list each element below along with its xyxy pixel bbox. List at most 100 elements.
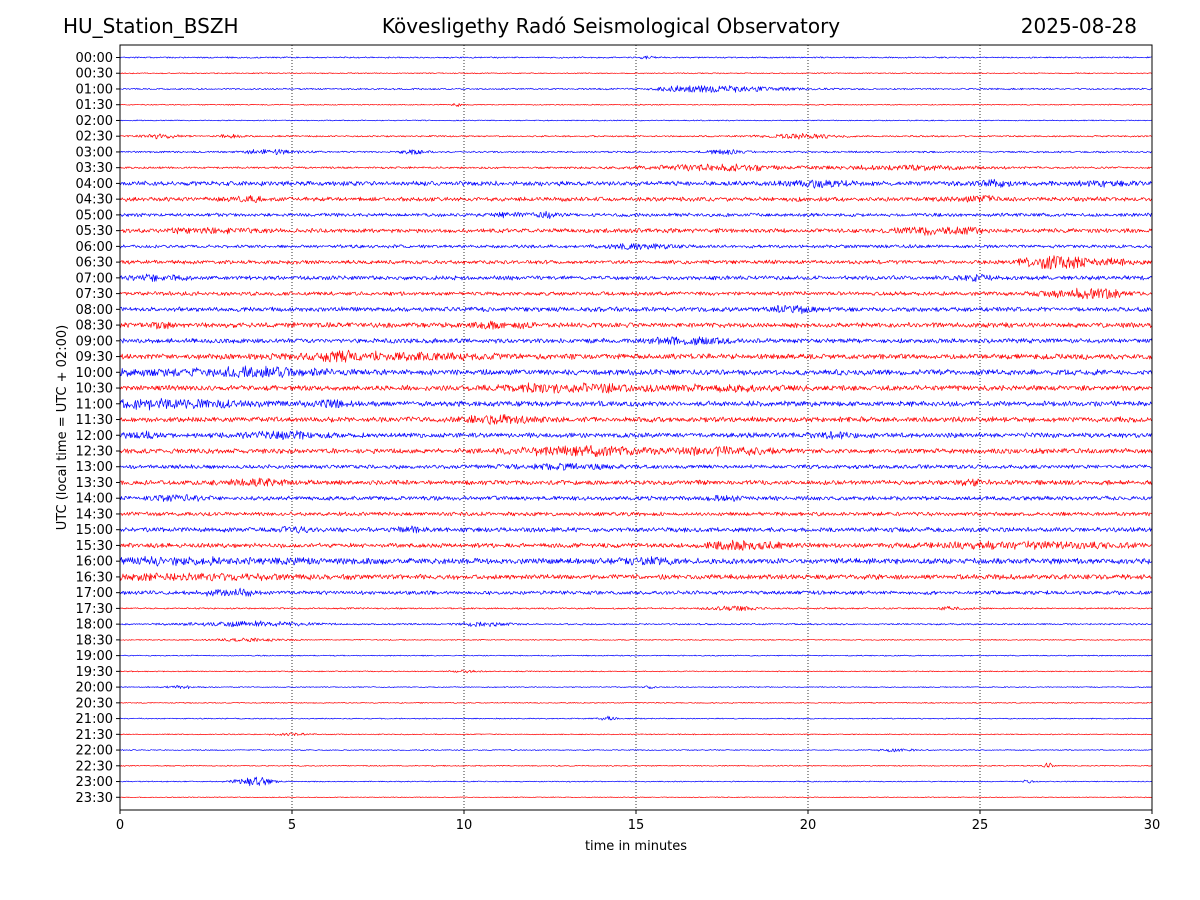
y-tick-label: 23:30: [76, 791, 113, 806]
observatory-title: Kövesligethy Radó Seismological Observat…: [381, 14, 841, 38]
y-tick-label: 02:00: [76, 114, 113, 129]
y-tick-label: 13:00: [76, 460, 113, 475]
y-tick-label: 04:30: [76, 193, 113, 208]
trace-2100: [119, 715, 1153, 721]
y-tick-label: 15:30: [76, 539, 113, 554]
y-tick-label: 04:00: [76, 177, 113, 192]
seismic-traces: [119, 55, 1153, 799]
y-tick-label: 09:30: [76, 350, 113, 365]
trace-1930: [119, 669, 1153, 674]
grid-lines: [291, 45, 981, 810]
x-axis-label: time in minutes: [585, 839, 687, 854]
y-tick-label: 10:30: [76, 382, 113, 397]
y-tick-label: 12:30: [76, 445, 113, 460]
y-tick-label: 01:30: [76, 98, 113, 113]
y-tick-label: 07:00: [76, 271, 113, 286]
trace-0000: [119, 55, 1153, 60]
trace-1130: [119, 414, 1153, 425]
trace-2300: [119, 776, 1153, 787]
trace-0400: [119, 178, 1153, 189]
x-tick-label: 0: [116, 818, 124, 833]
y-tick-label: 00:30: [76, 67, 113, 82]
y-tick-label: 08:30: [76, 319, 113, 334]
trace-0930: [119, 349, 1153, 363]
trace-1830: [119, 637, 1153, 642]
trace-0830: [119, 320, 1153, 330]
y-tick-label: 19:30: [76, 665, 113, 680]
x-axis-ticks: 0 5 10 15 20 25 30: [116, 810, 1160, 833]
y-tick-label: 14:00: [76, 492, 113, 507]
y-tick-label: 20:00: [76, 681, 113, 696]
trace-0800: [119, 304, 1153, 315]
y-tick-label: 20:30: [76, 696, 113, 711]
trace-1100: [119, 397, 1153, 411]
trace-0030: [119, 72, 1153, 75]
trace-1200: [119, 430, 1153, 441]
trace-2330: [119, 796, 1153, 799]
trace-1500: [119, 525, 1153, 534]
trace-2130: [119, 732, 1153, 737]
trace-0730: [119, 287, 1153, 300]
trace-0500: [119, 210, 1153, 220]
y-axis-label: UTC (local time = UTC + 02:00): [55, 325, 70, 530]
x-tick-label: 20: [800, 818, 817, 833]
x-tick-label: 25: [972, 818, 989, 833]
trace-0900: [119, 336, 1153, 346]
y-tick-label: 11:00: [76, 397, 113, 412]
y-tick-label: 17:00: [76, 586, 113, 601]
trace-2230: [119, 762, 1153, 768]
station-name: HU_Station_BSZH: [63, 14, 239, 38]
trace-0230: [119, 132, 1153, 140]
y-tick-label: 16:30: [76, 570, 113, 585]
y-tick-label: 06:00: [76, 240, 113, 255]
y-tick-label: 16:00: [76, 555, 113, 570]
trace-1900: [119, 654, 1153, 657]
y-tick-label: 15:00: [76, 523, 113, 538]
trace-2000: [119, 685, 1153, 690]
trace-1630: [119, 572, 1153, 582]
trace-0200: [119, 119, 1153, 122]
trace-0130: [119, 103, 1153, 107]
y-axis-ticks: 00:0000:3001:0001:3002:0002:3003:0003:30…: [76, 51, 120, 806]
trace-0430: [119, 194, 1153, 203]
y-tick-label: 01:00: [76, 82, 113, 97]
trace-1430: [119, 511, 1153, 517]
y-tick-label: 17:30: [76, 602, 113, 617]
trace-1330: [119, 477, 1153, 487]
x-tick-label: 5: [288, 818, 296, 833]
y-tick-label: 18:00: [76, 618, 113, 633]
trace-0600: [119, 243, 1153, 250]
y-tick-label: 08:00: [76, 303, 113, 318]
trace-0530: [119, 226, 1153, 236]
trace-1700: [119, 587, 1153, 597]
y-tick-label: 02:30: [76, 130, 113, 145]
y-tick-label: 12:00: [76, 429, 113, 444]
trace-1030: [119, 382, 1153, 394]
trace-0330: [119, 163, 1153, 172]
y-tick-label: 03:00: [76, 145, 113, 160]
y-tick-label: 22:00: [76, 744, 113, 759]
y-tick-label: 11:30: [76, 413, 113, 428]
trace-1600: [119, 555, 1153, 567]
trace-1300: [119, 462, 1153, 471]
trace-0100: [119, 85, 1153, 93]
trace-1530: [119, 539, 1153, 551]
trace-0700: [119, 273, 1153, 282]
trace-2030: [119, 701, 1153, 704]
y-tick-label: 00:00: [76, 51, 113, 66]
y-tick-label: 03:30: [76, 161, 113, 176]
y-tick-label: 06:30: [76, 256, 113, 271]
x-tick-label: 15: [628, 818, 645, 833]
trace-0300: [119, 148, 1153, 156]
x-tick-label: 30: [1144, 818, 1161, 833]
y-tick-label: 14:30: [76, 507, 113, 522]
chart-date: 2025-08-28: [1020, 14, 1137, 38]
trace-2200: [119, 748, 1153, 753]
y-tick-label: 21:30: [76, 728, 113, 743]
y-tick-label: 13:30: [76, 476, 113, 491]
y-tick-label: 07:30: [76, 287, 113, 302]
trace-1730: [119, 605, 1153, 612]
y-tick-label: 22:30: [76, 759, 113, 774]
y-tick-label: 10:00: [76, 366, 113, 381]
